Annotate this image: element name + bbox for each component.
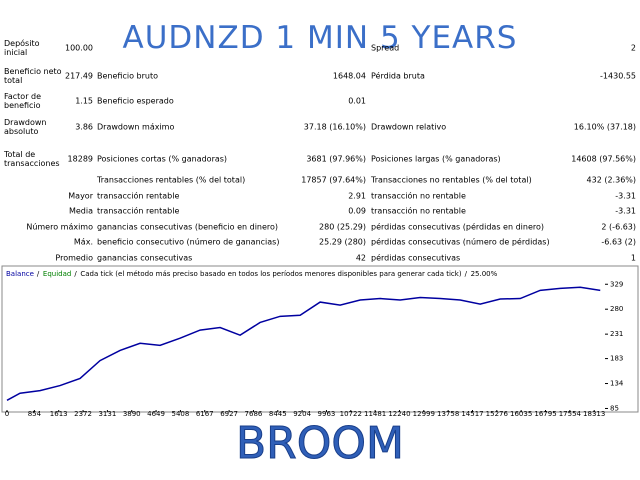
table-cell: transacción rentable: [97, 191, 180, 201]
x-tick-label: 10722: [340, 410, 362, 418]
table-cell: transacción no rentable: [371, 191, 466, 201]
table-cell: -1430.55: [600, 71, 636, 81]
x-tick-label: 14517: [461, 410, 483, 418]
title: AUDNZD 1 MIN 5 YEARS: [122, 20, 518, 56]
table-cell: 1.15: [75, 96, 93, 106]
table-cell: Transacciones rentables (% del total): [97, 175, 246, 185]
y-tick-label: 85: [610, 404, 619, 412]
table-cell: 37.18 (16.10%): [303, 122, 366, 132]
table-cell: Transacciones no rentables (% del total): [371, 175, 532, 185]
table-cell: Beneficio neto total: [4, 67, 62, 85]
chart-frame: [1, 265, 639, 413]
x-tick-label: 11481: [364, 410, 386, 418]
x-tick-label: 9963: [318, 410, 336, 418]
table-cell: Factor de beneficio: [4, 92, 42, 110]
legend-item: 25.00%: [471, 270, 498, 278]
table-cell: 3.86: [75, 122, 93, 132]
table-cell: 1648.04: [332, 71, 366, 81]
table-cell: 25.29 (280): [319, 237, 366, 247]
y-tick-label: 231: [610, 330, 623, 338]
table-cell: Mayor: [68, 191, 93, 201]
x-tick-label: 1613: [50, 410, 68, 418]
table-cell: Media: [68, 206, 93, 216]
y-tick-label: 329: [610, 280, 623, 288]
table-cell: ganancias consecutivas (beneficio en din…: [97, 222, 279, 232]
x-tick-label: 12240: [388, 410, 410, 418]
table-cell: 42: [355, 253, 366, 263]
table-cell: Total de transacciones: [4, 150, 60, 168]
x-tick-label: 7686: [245, 410, 263, 418]
table-cell: 100.00: [65, 43, 93, 53]
x-tick-label: 6167: [196, 410, 214, 418]
x-tick-label: 0: [5, 410, 9, 418]
table-cell: Spread: [371, 43, 400, 53]
x-tick-label: 16035: [510, 410, 532, 418]
x-tick-label: 3890: [123, 410, 141, 418]
table-cell: 1: [630, 253, 636, 263]
table-cell: pérdidas consecutivas (número de pérdida…: [371, 237, 550, 247]
table-cell: -3.31: [615, 206, 636, 216]
table-cell: 0.01: [348, 96, 366, 106]
x-tick-label: 3131: [98, 410, 116, 418]
x-tick-label: 6927: [220, 410, 238, 418]
table-cell: 3681 (97.96%): [306, 154, 366, 164]
table-cell: transacción rentable: [97, 206, 180, 216]
table-cell: ganancias consecutivas: [97, 253, 193, 263]
table-cell: pérdidas consecutivas (pérdidas en diner…: [371, 222, 544, 232]
x-tick-label: 4649: [147, 410, 165, 418]
table-cell: 16.10% (37.18): [573, 122, 636, 132]
table-cell: Promedio: [55, 253, 93, 263]
legend-item: Equidad: [43, 270, 71, 278]
legend-item: Balance: [6, 270, 34, 278]
footer-title: BROOM: [236, 418, 405, 470]
legend-separator: /: [37, 270, 40, 278]
table-cell: Beneficio bruto: [97, 71, 158, 81]
y-tick-label: 183: [610, 355, 623, 363]
x-tick-label: 8445: [269, 410, 287, 418]
x-tick-label: 2372: [74, 410, 92, 418]
table-cell: 2 (-6.63): [601, 222, 636, 232]
table-cell: 17857 (97.64%): [301, 175, 366, 185]
x-tick-label: 18313: [583, 410, 605, 418]
table-cell: 2: [630, 43, 636, 53]
x-tick-label: 16795: [534, 410, 556, 418]
table-cell: 0.09: [348, 206, 366, 216]
table-cell: 280 (25.29): [319, 222, 366, 232]
table-cell: Beneficio esperado: [97, 96, 174, 106]
x-tick-label: 854: [28, 410, 42, 418]
table-cell: Drawdown máximo: [97, 122, 175, 132]
x-tick-label: 12999: [413, 410, 435, 418]
table-cell: Drawdown relativo: [371, 122, 447, 132]
x-tick-label: 15276: [486, 410, 509, 418]
table-cell: Pérdida bruta: [371, 71, 425, 81]
legend-separator: /: [465, 270, 468, 278]
legend-item: Cada tick (el método más preciso basado …: [80, 270, 461, 278]
table-cell: Posiciones largas (% ganadoras): [371, 154, 501, 164]
table-cell: transacción no rentable: [371, 206, 466, 216]
table-cell: 432 (2.36%): [586, 175, 636, 185]
y-tick-label: 280: [610, 305, 623, 313]
table-cell: pérdidas consecutivas: [371, 253, 461, 263]
table-cell: -3.31: [615, 191, 636, 201]
table-cell: 14608 (97.56%): [571, 154, 636, 164]
table-cell: 18289: [67, 154, 93, 164]
table-cell: 217.49: [65, 71, 93, 81]
table-cell: Posiciones cortas (% ganadoras): [97, 154, 228, 164]
x-tick-label: 9204: [293, 410, 311, 418]
table-cell: beneficio consecutivo (número de gananci…: [97, 237, 280, 247]
y-tick-label: 134: [610, 380, 624, 388]
legend-separator: /: [74, 270, 77, 278]
table-cell: 2.91: [348, 191, 366, 201]
table-cell: Número máximo: [26, 222, 93, 232]
balance-line: [6, 286, 601, 401]
table-cell: Depósito inicial: [4, 39, 40, 57]
x-tick-label: 17554: [559, 410, 582, 418]
table-cell: Drawdown absoluto: [4, 118, 47, 136]
x-tick-label: 13758: [437, 410, 459, 418]
table-cell: -6.63 (2): [601, 237, 636, 247]
x-tick-label: 5408: [171, 410, 189, 418]
table-cell: Máx.: [73, 237, 93, 247]
